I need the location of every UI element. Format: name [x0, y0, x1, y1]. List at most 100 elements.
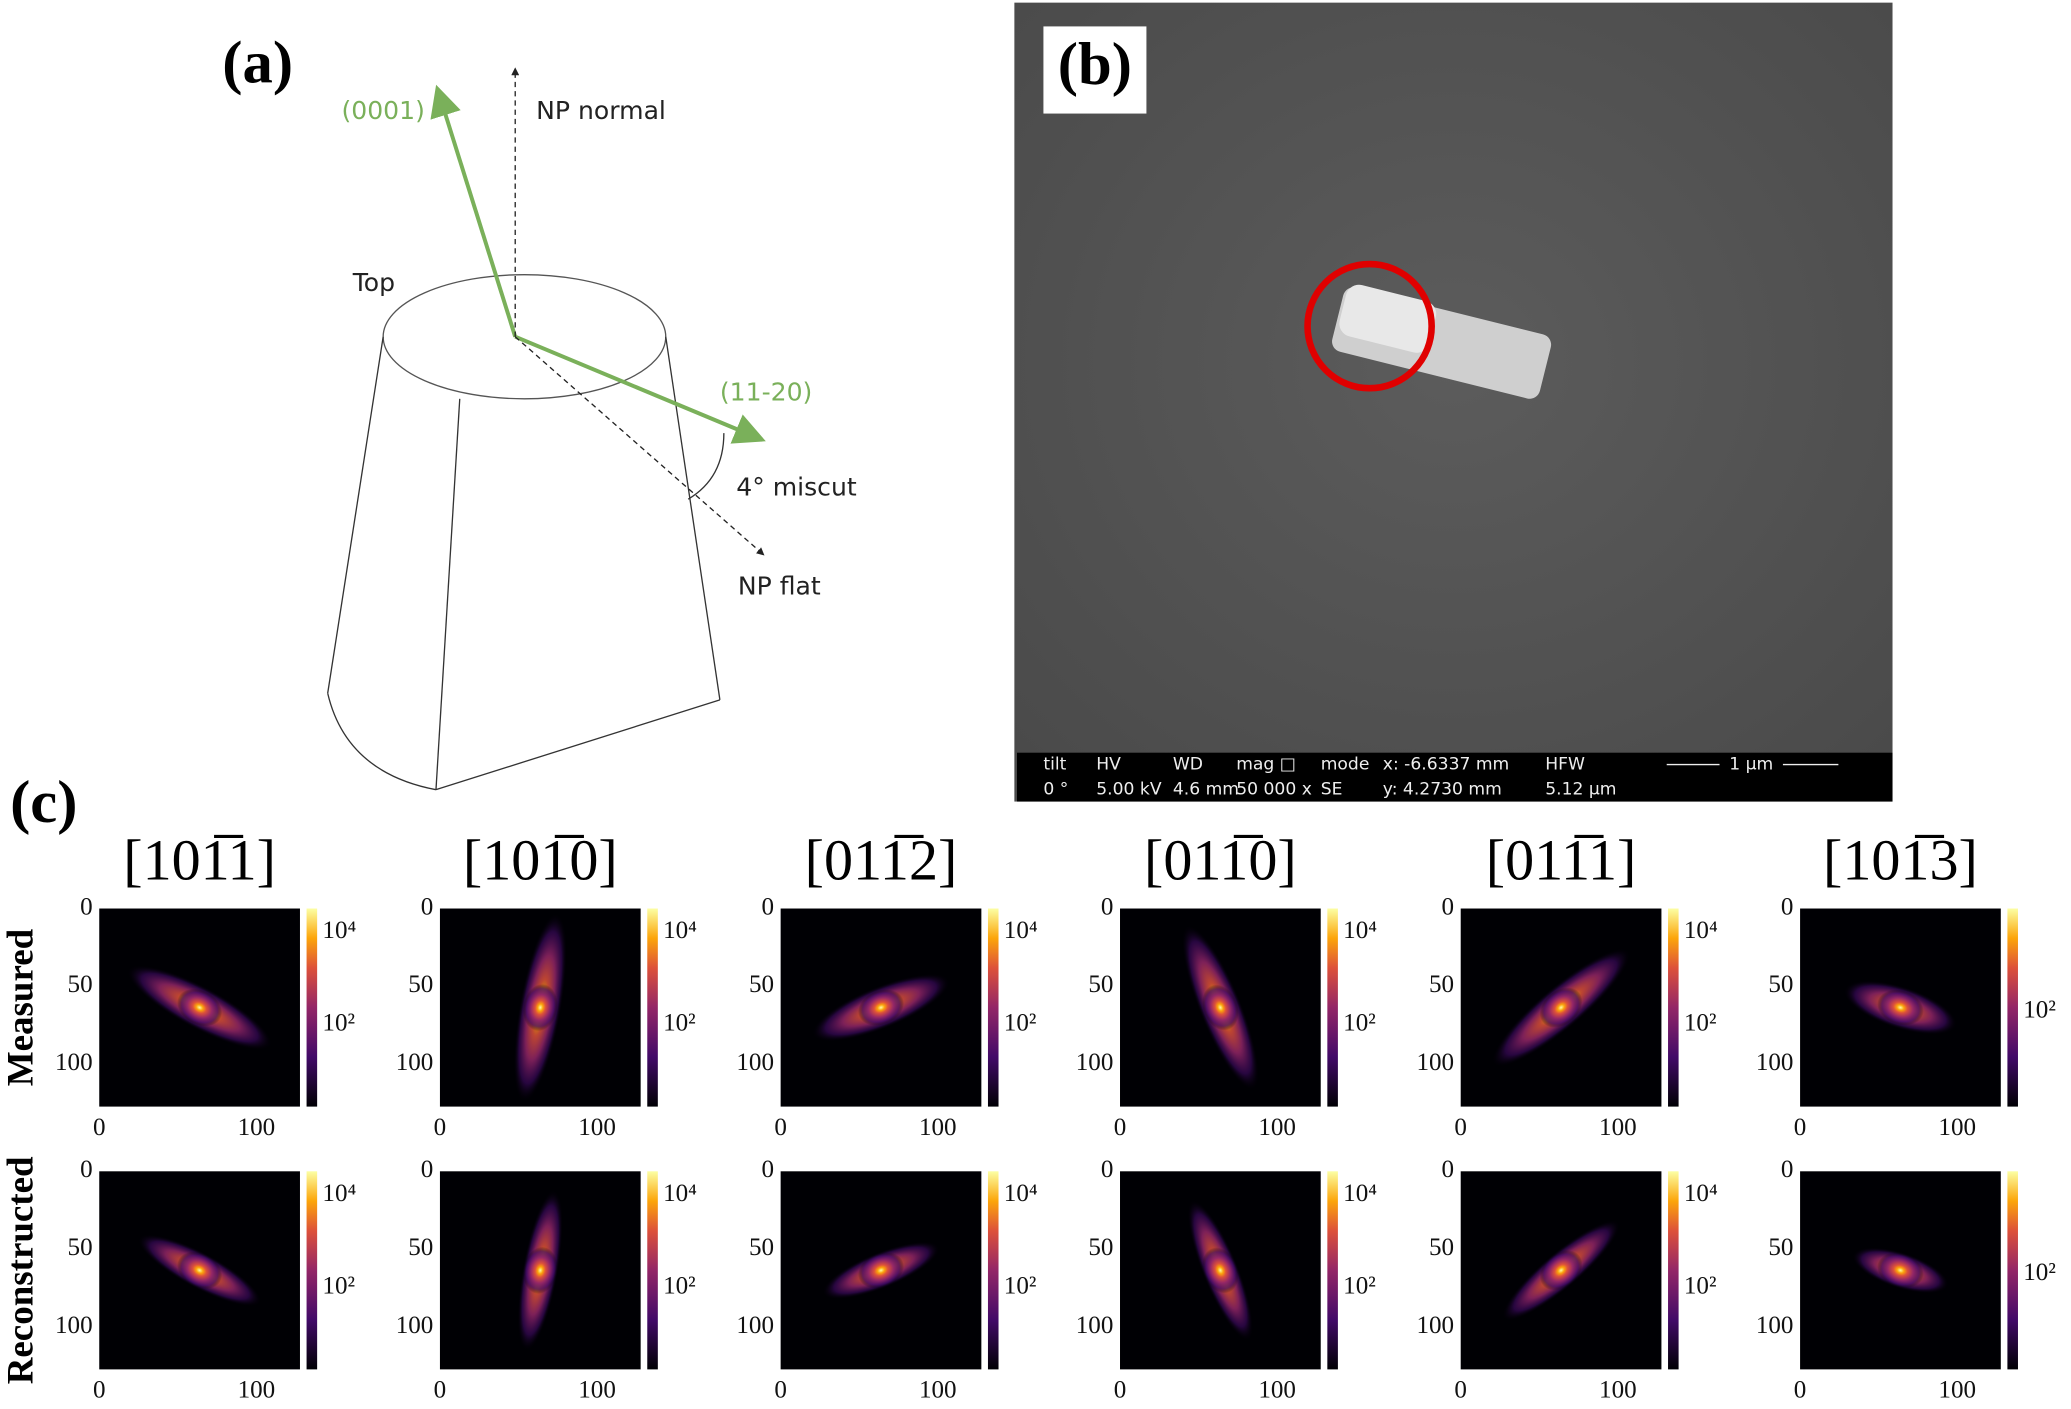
y-tick-label: 100 [1416, 1312, 1454, 1339]
scale-label: 1 μm [1729, 755, 1773, 775]
info-value: 5.00 kV [1096, 780, 1162, 800]
colorbar [987, 1171, 999, 1370]
y-tick-label: 50 [1768, 1234, 1793, 1261]
colorbar-tick-label: 10⁴ [1343, 1180, 1377, 1207]
colorbar-tick-label: 10² [1684, 1009, 1717, 1036]
colorbar-tick-label: 10² [1343, 1272, 1376, 1299]
diffraction-peak [177, 988, 223, 1027]
x-tick-label: 0 [1794, 1114, 1807, 1141]
diffraction-peak [1877, 1252, 1924, 1289]
column-title: [101̅3] [1823, 828, 1978, 893]
y-tick-label: 0 [80, 1156, 93, 1183]
column-title: [011̅2] [805, 828, 958, 893]
info-value: 5.12 μm [1545, 780, 1616, 800]
y-tick-label: 0 [1781, 1156, 1794, 1183]
diffraction-peak [1202, 1247, 1239, 1294]
x-tick-label: 100 [1258, 1377, 1296, 1404]
colorbar-tick-label: 10² [1004, 1009, 1037, 1036]
colorbar-tick-label: 10⁴ [663, 1180, 697, 1207]
colorbar-tick-label: 10² [663, 1009, 696, 1036]
label-box [1043, 26, 1147, 114]
info-value: SE [1321, 780, 1343, 800]
x-tick-label: 100 [1599, 1114, 1637, 1141]
y-tick-label: 0 [761, 893, 774, 920]
y-tick-label: 50 [749, 971, 774, 998]
y-tick-label: 0 [1781, 893, 1794, 920]
colorbar-tick-label: 10² [1343, 1009, 1376, 1036]
y-tick-label: 50 [1088, 971, 1113, 998]
a-axis-arrow [514, 334, 766, 444]
x-tick-label: 0 [1794, 1377, 1807, 1404]
column-title: [011̅1] [1486, 828, 1637, 893]
diffraction-peak [858, 989, 904, 1026]
x-tick-label: 0 [434, 1114, 447, 1141]
x-tick-label: 100 [1938, 1377, 1976, 1404]
panel-label: (b) [1058, 31, 1132, 98]
diffraction-peak [1202, 984, 1239, 1031]
y-tick-label: 0 [80, 893, 93, 920]
colorbar-tick-label: 10² [322, 1009, 355, 1036]
colorbar-tick-label: 10² [2023, 1259, 2056, 1286]
x-tick-label: 100 [578, 1377, 616, 1404]
colorbar-tick-label: 10⁴ [1684, 1180, 1718, 1207]
y-tick-label: 100 [1756, 1312, 1794, 1339]
colorbar-tick-label: 10² [2023, 996, 2056, 1023]
row-label: Measured [0, 928, 40, 1086]
y-tick-label: 0 [1442, 1156, 1455, 1183]
y-tick-label: 50 [1429, 1234, 1454, 1261]
nanopillar [1332, 284, 1552, 399]
diffraction-peak [1539, 1250, 1583, 1291]
annotation: (11-20) [720, 378, 812, 407]
y-tick-label: 0 [761, 1156, 774, 1183]
y-tick-label: 100 [736, 1312, 774, 1339]
diffraction-peak [522, 1246, 558, 1294]
y-tick-label: 50 [408, 971, 433, 998]
info-value: 50 000 x [1236, 780, 1312, 800]
diffraction-peak [1877, 989, 1924, 1026]
colorbar-tick-label: 10⁴ [322, 917, 356, 944]
colorbar [2007, 908, 2018, 1107]
annotation: Top [352, 268, 395, 297]
x-tick-label: 0 [1454, 1377, 1467, 1404]
colorbar [1327, 908, 1338, 1107]
colorbar-tick-label: 10⁴ [1684, 917, 1718, 944]
panel-a: (a) (0001) NP normal Top (11-20) 4° misc… [222, 30, 857, 791]
colorbar [647, 908, 658, 1107]
y-tick-label: 50 [749, 1234, 774, 1261]
diffraction-peak [1539, 987, 1583, 1028]
colorbar-tick-label: 10⁴ [663, 917, 697, 944]
highlight-circle [1304, 260, 1435, 392]
panel-b: (b) tilt HV WD mag □ mode x: -6.6337 mm HFW 0 °… [1014, 2, 1893, 802]
y-tick-label: 0 [421, 893, 434, 920]
row-label: Reconstructed [0, 1156, 40, 1384]
info-value: y: 4.2730 mm [1383, 780, 1502, 800]
diffraction-peak [858, 1252, 904, 1289]
y-tick-label: 100 [396, 1312, 434, 1339]
info-header: mode [1321, 755, 1370, 775]
x-tick-label: 0 [1454, 1114, 1467, 1141]
colorbar [2007, 1171, 2018, 1370]
y-tick-label: 0 [1101, 1156, 1114, 1183]
y-tick-label: 50 [1429, 971, 1454, 998]
y-tick-label: 0 [421, 1156, 434, 1183]
y-tick-label: 100 [1756, 1049, 1794, 1076]
y-tick-label: 100 [736, 1049, 774, 1076]
info-header: tilt [1043, 755, 1066, 775]
y-tick-label: 50 [68, 1234, 93, 1261]
annotation: NP flat [738, 572, 821, 601]
y-tick-label: 100 [55, 1049, 93, 1076]
info-bar [1017, 752, 1893, 802]
x-tick-label: 0 [774, 1114, 787, 1141]
colorbar [1668, 1171, 1679, 1370]
nanopillar-sketch [327, 274, 725, 791]
diffraction-peak [177, 1251, 223, 1290]
colorbar-tick-label: 10⁴ [1004, 917, 1038, 944]
info-value: 0 ° [1043, 780, 1068, 800]
info-header: mag □ [1236, 755, 1296, 775]
info-bar-text: tilt HV WD mag □ mode x: -6.6337 mm HFW 0 ° 5.00… [1043, 755, 1616, 800]
y-tick-label: 50 [68, 971, 93, 998]
x-tick-label: 100 [578, 1114, 616, 1141]
colorbar [1668, 908, 1679, 1107]
diffraction-peak [522, 983, 558, 1032]
